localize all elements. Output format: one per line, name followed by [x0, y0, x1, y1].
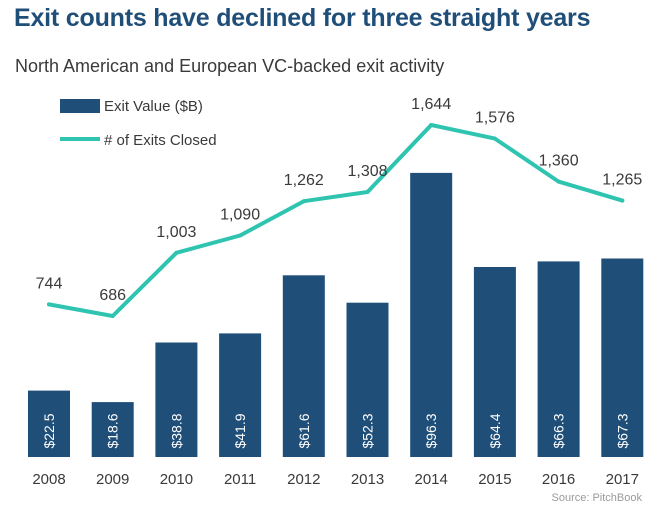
line-point-2010 [174, 250, 179, 255]
line-label-2008: 744 [36, 275, 63, 292]
x-tick-2015: 2015 [478, 471, 511, 488]
line-label-2014: 1,644 [411, 96, 451, 113]
bar-2016 [537, 261, 580, 457]
chart-subtitle: North American and European VC-backed ex… [15, 56, 445, 76]
bar-2014 [410, 172, 453, 457]
exits-line [47, 123, 625, 318]
x-tick-2008: 2008 [32, 471, 65, 488]
line-point-2009 [110, 314, 115, 318]
x-tick-2014: 2014 [415, 471, 448, 488]
line-label-2016: 1,360 [539, 153, 579, 170]
x-tick-2011: 2011 [224, 471, 256, 488]
bar-2010 [155, 342, 198, 457]
line-label-2013: 1,308 [347, 163, 387, 180]
line-label-2011: 1,090 [220, 207, 260, 224]
bar-label-2010: $38.8 [168, 413, 184, 448]
line-label-2009: 686 [99, 287, 126, 304]
bar-series [28, 172, 644, 457]
line-point-2017 [620, 198, 625, 203]
x-axis-ticks: 2008 2009 2010 2011 2012 2013 2014 2015 2016 2017 [32, 471, 639, 488]
x-tick-2017: 2017 [606, 471, 639, 488]
line-label-2010: 1,003 [156, 224, 196, 241]
bar-label-2012: $61.6 [296, 413, 312, 448]
line-label-2017: 1,265 [602, 172, 642, 189]
bar-label-2016: $66.3 [551, 413, 567, 448]
bar-label-2014: $96.3 [423, 413, 439, 448]
source-note: Source: PitchBook [551, 492, 643, 504]
bar-value-labels: $22.5 $18.6 $38.8 $41.9 $61.6 $52.3 $96.3 $64.4… [41, 413, 630, 448]
line-point-2016 [556, 179, 561, 184]
line-point-2012 [301, 199, 306, 204]
bar-label-2017: $67.3 [614, 413, 630, 448]
chart-title: Exit counts have declined for three stra… [14, 4, 591, 32]
legend: Exit Value ($B) # of Exits Closed [60, 98, 217, 149]
bar-2009 [91, 402, 134, 457]
bar-label-2008: $22.5 [41, 413, 57, 448]
line-series [47, 123, 625, 318]
line-label-2015: 1,576 [475, 110, 515, 127]
x-tick-2012: 2012 [287, 471, 320, 488]
x-tick-2013: 2013 [351, 471, 384, 488]
legend-line-label: # of Exits Closed [104, 132, 217, 149]
x-tick-2016: 2016 [542, 471, 575, 488]
x-tick-2009: 2009 [96, 471, 129, 488]
line-point-2013 [365, 190, 370, 194]
line-point-2011 [238, 233, 243, 238]
line-label-2012: 1,262 [284, 172, 324, 189]
x-tick-2010: 2010 [160, 471, 193, 488]
bar-2012 [282, 275, 325, 457]
line-point-2008 [47, 302, 51, 307]
bar-2013 [346, 302, 389, 457]
line-point-2015 [492, 136, 497, 141]
bar-2015 [473, 267, 516, 457]
bar-2011 [219, 333, 262, 457]
line-point-2014 [429, 123, 434, 127]
bar-label-2011: $41.9 [232, 413, 248, 448]
line-value-labels: 744 686 1,003 1,090 1,262 1,308 1,644 1,576 1,36… [36, 96, 643, 304]
bar-label-2009: $18.6 [105, 413, 121, 448]
legend-bar-swatch [60, 99, 100, 113]
bar-2017 [601, 258, 644, 457]
bar-label-2015: $64.4 [487, 413, 503, 448]
bar-label-2013: $52.3 [360, 413, 376, 448]
bar-2008 [28, 390, 70, 457]
legend-bar-label: Exit Value ($B) [104, 98, 203, 115]
